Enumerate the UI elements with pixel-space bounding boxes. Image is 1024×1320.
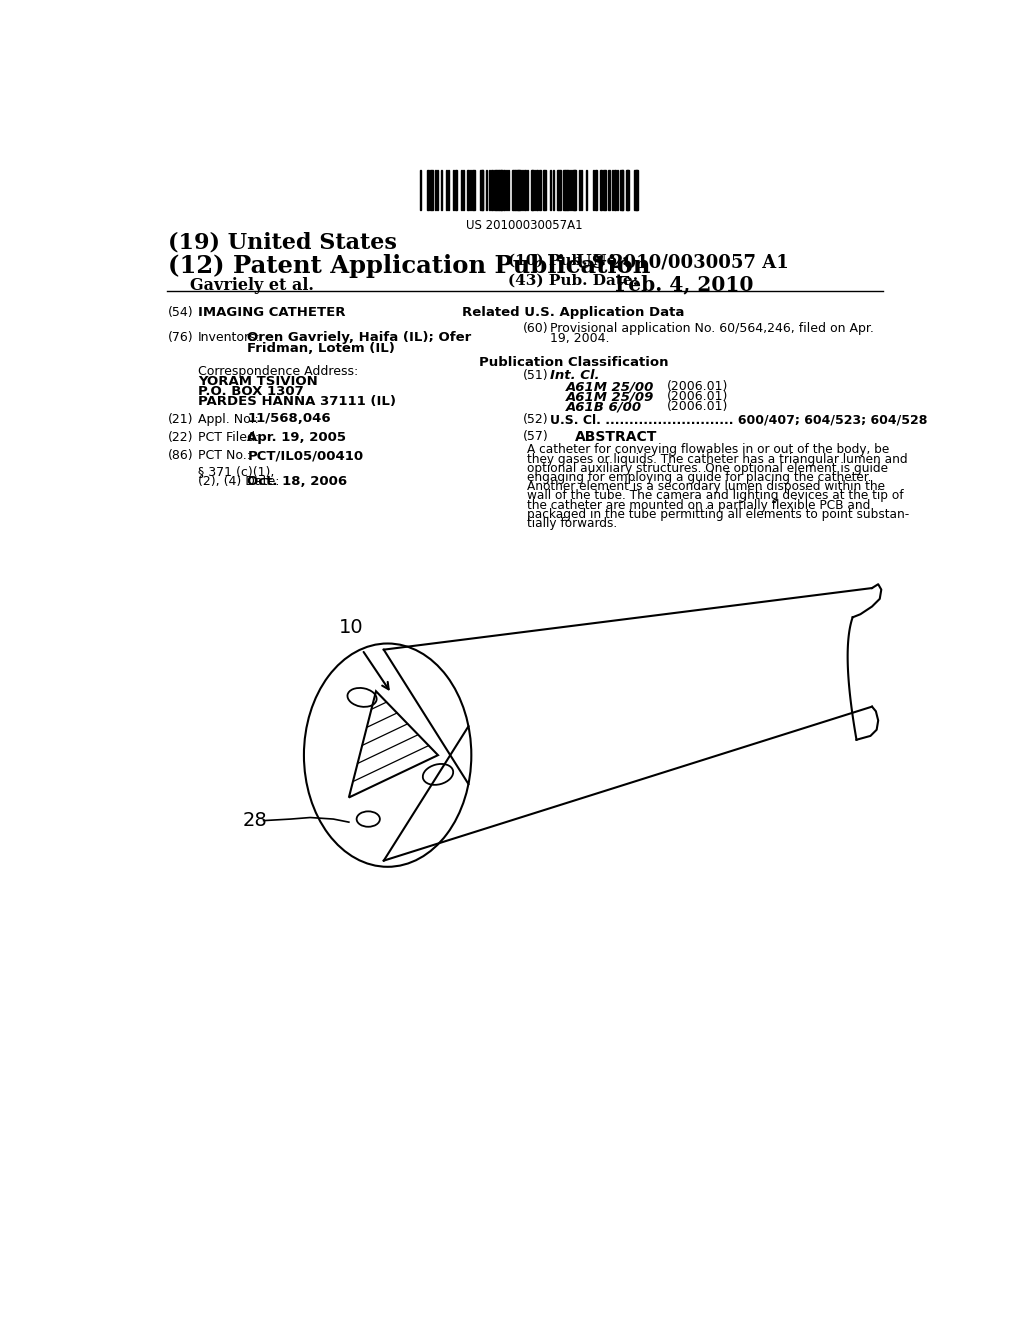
Text: A61B 6/00: A61B 6/00 [566, 400, 642, 413]
Bar [558, 170, 560, 210]
Bar [523, 170, 525, 210]
Text: (2), (4) Date:: (2), (4) Date: [198, 475, 280, 488]
Text: (21): (21) [168, 412, 194, 425]
Text: 28: 28 [243, 810, 267, 830]
Text: Provisional application No. 60/564,246, filed on Apr.: Provisional application No. 60/564,246, … [550, 322, 874, 335]
Text: (86): (86) [168, 449, 194, 462]
Text: P.O. BOX 1307: P.O. BOX 1307 [198, 385, 303, 397]
Bar [556, 170, 558, 210]
Bar [467, 170, 469, 210]
Bar [515, 170, 517, 210]
Bar [530, 170, 534, 210]
Text: (22): (22) [168, 430, 194, 444]
Text: wall of the tube. The camera and lighting devices at the tip of: wall of the tube. The camera and lightin… [527, 490, 904, 503]
Text: the catheter are mounted on a partially flexible PCB and: the catheter are mounted on a partially … [527, 499, 870, 512]
Text: Gavriely et al.: Gavriely et al. [190, 277, 314, 294]
Text: 11/568,046: 11/568,046 [248, 412, 331, 425]
Text: IMAGING CATHETER: IMAGING CATHETER [198, 306, 345, 319]
Text: (2006.01): (2006.01) [667, 400, 728, 413]
Bar [545, 170, 547, 210]
Bar [455, 170, 457, 210]
Text: (57): (57) [523, 430, 549, 444]
Bar [427, 170, 429, 210]
Bar [513, 170, 515, 210]
Text: (76): (76) [168, 331, 194, 345]
Text: § 371 (c)(1),: § 371 (c)(1), [198, 465, 274, 478]
Text: Inventors:: Inventors: [198, 331, 261, 345]
Text: PCT No.:: PCT No.: [198, 449, 251, 462]
Text: (2006.01): (2006.01) [667, 391, 728, 403]
Text: (60): (60) [523, 322, 549, 335]
Text: Related U.S. Application Data: Related U.S. Application Data [463, 306, 685, 319]
Bar [603, 170, 605, 210]
Text: PCT/IL05/00410: PCT/IL05/00410 [248, 449, 364, 462]
Text: ABSTRACT: ABSTRACT [575, 430, 657, 445]
Bar [595, 170, 596, 210]
Text: Apr. 19, 2005: Apr. 19, 2005 [248, 430, 346, 444]
Text: (52): (52) [523, 413, 549, 426]
Bar [563, 170, 565, 210]
Text: 10: 10 [339, 618, 364, 638]
Bar [500, 170, 503, 210]
Text: Feb. 4, 2010: Feb. 4, 2010 [614, 275, 754, 294]
Bar [503, 170, 505, 210]
Text: PARDES HANNA 37111 (IL): PARDES HANNA 37111 (IL) [198, 395, 395, 408]
Text: Another element is a secondary lumen disposed within the: Another element is a secondary lumen dis… [527, 480, 885, 494]
Text: Correspondence Address:: Correspondence Address: [198, 364, 358, 378]
Text: U.S. Cl. ........................... 600/407; 604/523; 604/528: U.S. Cl. ........................... 600… [550, 413, 928, 426]
Bar [567, 170, 568, 210]
Text: US 2010/0030057 A1: US 2010/0030057 A1 [575, 253, 788, 272]
Text: packaged in the tube permitting all elements to point substan-: packaged in the tube permitting all elem… [527, 508, 909, 521]
Text: Oct. 18, 2006: Oct. 18, 2006 [248, 475, 347, 488]
Bar [634, 170, 637, 210]
Text: Int. Cl.: Int. Cl. [550, 368, 600, 381]
Text: optional auxiliary structures. One optional element is guide: optional auxiliary structures. One optio… [527, 462, 888, 475]
Text: Publication Classification: Publication Classification [479, 355, 669, 368]
Text: (12) Patent Application Publication: (12) Patent Application Publication [168, 253, 650, 279]
Text: tially forwards.: tially forwards. [527, 517, 617, 531]
Text: (51): (51) [523, 368, 549, 381]
Bar [480, 170, 483, 210]
Text: A61M 25/09: A61M 25/09 [566, 391, 654, 403]
Text: Oren Gavriely, Haifa (IL); Ofer: Oren Gavriely, Haifa (IL); Ofer [248, 331, 472, 345]
Text: engaging for employing a guide for placing the catheter.: engaging for employing a guide for placi… [527, 471, 871, 484]
Bar [496, 170, 499, 210]
Text: (19) United States: (19) United States [168, 231, 397, 253]
Text: (43) Pub. Date:: (43) Pub. Date: [508, 275, 638, 288]
Text: A catheter for conveying flowables in or out of the body, be: A catheter for conveying flowables in or… [527, 444, 890, 457]
Text: US 20100030057A1: US 20100030057A1 [467, 219, 583, 232]
Bar [540, 170, 541, 210]
Bar [430, 170, 433, 210]
Bar [517, 170, 518, 210]
Text: Fridman, Lotem (IL): Fridman, Lotem (IL) [248, 342, 395, 355]
Text: Appl. No.:: Appl. No.: [198, 412, 258, 425]
Text: they gases or liquids. The catheter has a triangular lumen and: they gases or liquids. The catheter has … [527, 453, 907, 466]
Bar [472, 170, 475, 210]
Bar [636, 170, 638, 210]
Bar [608, 170, 610, 210]
Text: (2006.01): (2006.01) [667, 380, 728, 393]
Bar [518, 170, 520, 210]
Text: A61M 25/00: A61M 25/00 [566, 380, 654, 393]
Bar [572, 170, 574, 210]
Text: YORAM TSIVION: YORAM TSIVION [198, 375, 317, 388]
Bar [628, 170, 630, 210]
Bar [626, 170, 628, 210]
Text: PCT Filed:: PCT Filed: [198, 430, 259, 444]
Bar [490, 170, 493, 210]
Bar [573, 170, 575, 210]
Bar [565, 170, 567, 210]
Bar [495, 170, 497, 210]
Text: 19, 2004.: 19, 2004. [550, 331, 610, 345]
Text: (54): (54) [168, 306, 194, 319]
Bar [621, 170, 624, 210]
Text: (10) Pub. No.:: (10) Pub. No.: [508, 253, 628, 268]
